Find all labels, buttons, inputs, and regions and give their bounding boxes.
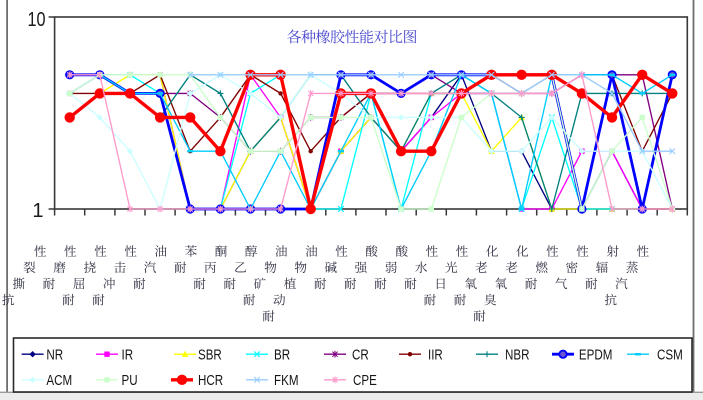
svg-text:CR: CR <box>352 347 369 363</box>
svg-text:FKM: FKM <box>274 373 299 389</box>
svg-text:EPDM: EPDM <box>579 347 613 363</box>
svg-text:CSM: CSM <box>657 347 683 363</box>
svg-text:HCR: HCR <box>198 373 223 389</box>
svg-text:IIR: IIR <box>428 347 443 363</box>
svg-text:IR: IR <box>122 347 134 363</box>
svg-text:SBR: SBR <box>198 347 222 363</box>
svg-text:PU: PU <box>122 373 138 389</box>
svg-text:ACM: ACM <box>46 373 72 389</box>
svg-text:NR: NR <box>46 347 63 363</box>
svg-text:1: 1 <box>32 200 43 222</box>
svg-text:10: 10 <box>28 9 46 31</box>
svg-text:CPE: CPE <box>353 373 377 389</box>
svg-text:NBR: NBR <box>505 347 530 363</box>
svg-text:BR: BR <box>274 347 290 363</box>
